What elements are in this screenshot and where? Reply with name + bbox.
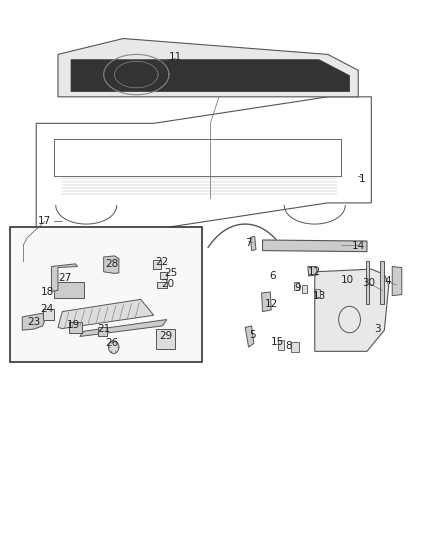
Bar xyxy=(98,327,107,336)
Polygon shape xyxy=(58,300,154,328)
Text: 28: 28 xyxy=(106,259,119,269)
Text: 4: 4 xyxy=(384,276,391,286)
Text: 13: 13 xyxy=(312,290,326,301)
Bar xyxy=(43,309,53,319)
Circle shape xyxy=(109,341,119,353)
Polygon shape xyxy=(80,319,167,336)
Bar xyxy=(294,282,299,290)
Text: 12: 12 xyxy=(265,298,278,309)
Text: 29: 29 xyxy=(159,332,173,342)
Text: 14: 14 xyxy=(352,241,365,252)
Text: 18: 18 xyxy=(40,287,54,297)
Bar xyxy=(291,342,299,352)
Text: 7: 7 xyxy=(245,238,251,248)
Polygon shape xyxy=(380,261,384,304)
Text: 11: 11 xyxy=(169,52,182,62)
Text: 30: 30 xyxy=(363,278,376,288)
Bar xyxy=(157,282,167,288)
Polygon shape xyxy=(245,326,254,347)
Bar xyxy=(315,289,320,297)
Text: 17: 17 xyxy=(38,216,52,227)
Text: 25: 25 xyxy=(165,268,178,278)
Text: 12: 12 xyxy=(308,267,321,277)
Polygon shape xyxy=(53,282,84,298)
Bar xyxy=(302,285,307,293)
Polygon shape xyxy=(315,269,389,351)
Text: 19: 19 xyxy=(67,320,80,330)
Polygon shape xyxy=(308,266,318,276)
Polygon shape xyxy=(51,264,78,292)
Bar xyxy=(156,328,176,349)
Text: 20: 20 xyxy=(162,279,175,289)
Polygon shape xyxy=(71,60,350,92)
Polygon shape xyxy=(366,261,369,304)
Polygon shape xyxy=(262,240,367,252)
Text: 9: 9 xyxy=(294,282,300,293)
Text: 23: 23 xyxy=(28,317,41,327)
Polygon shape xyxy=(22,313,45,330)
Text: 27: 27 xyxy=(58,273,71,283)
Polygon shape xyxy=(251,236,256,251)
Text: 5: 5 xyxy=(249,330,256,341)
Text: 15: 15 xyxy=(271,337,284,347)
Text: 1: 1 xyxy=(359,174,366,184)
Bar xyxy=(278,340,284,350)
Bar xyxy=(69,321,82,333)
Polygon shape xyxy=(261,292,271,312)
Bar xyxy=(160,272,167,279)
Bar xyxy=(10,227,201,362)
Polygon shape xyxy=(58,38,358,97)
Text: 26: 26 xyxy=(105,338,118,349)
Text: 10: 10 xyxy=(341,274,354,285)
Text: 3: 3 xyxy=(374,324,381,334)
Polygon shape xyxy=(392,266,402,296)
Text: 21: 21 xyxy=(97,324,110,334)
Polygon shape xyxy=(104,256,119,273)
Text: 22: 22 xyxy=(155,257,168,267)
Text: 24: 24 xyxy=(40,304,54,314)
Text: 6: 6 xyxy=(269,271,276,281)
Bar xyxy=(153,260,161,269)
Text: 8: 8 xyxy=(285,341,292,351)
